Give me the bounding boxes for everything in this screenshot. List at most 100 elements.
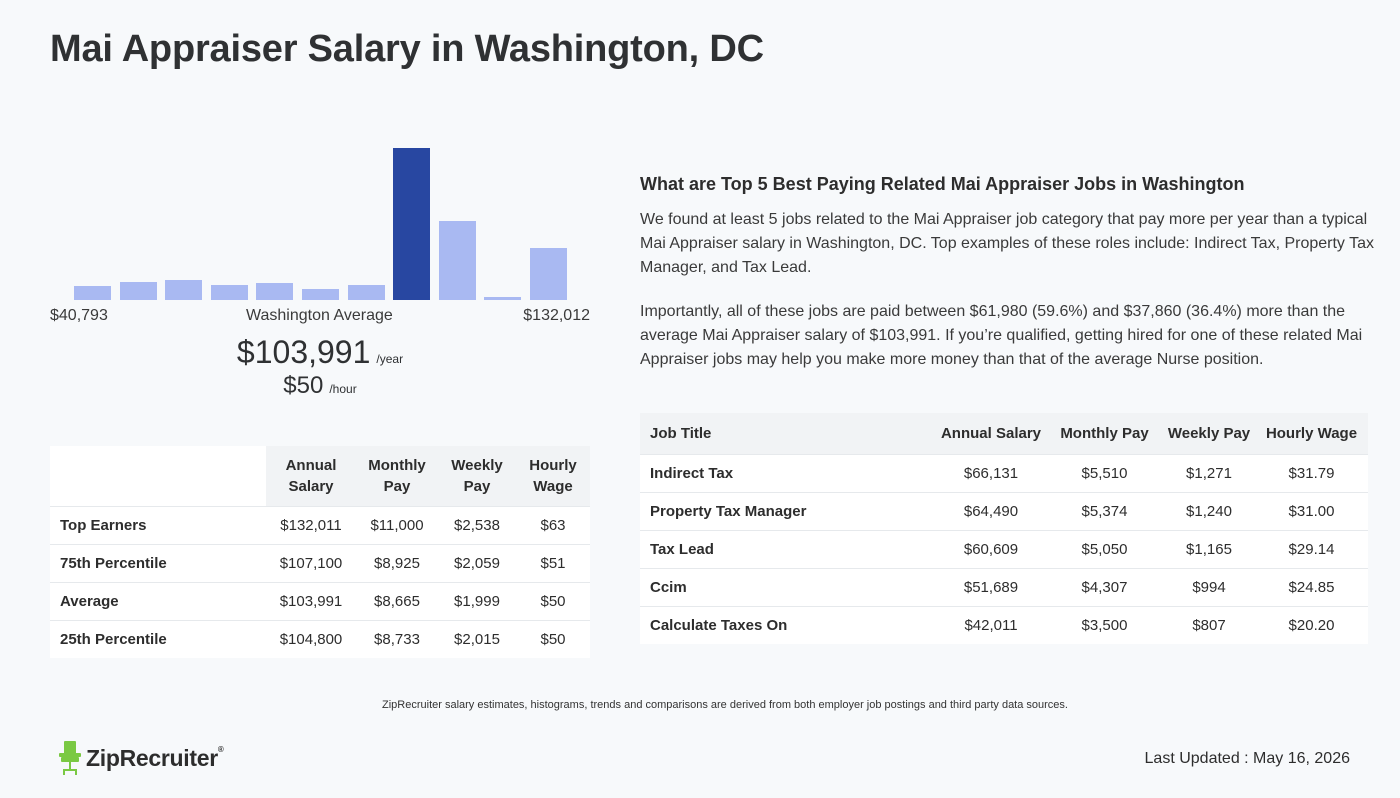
table-cell: $3,500 [1046,606,1163,644]
histogram-bar [165,280,203,300]
average-yearly-value: $103,991 [236,334,371,370]
row-label: 25th Percentile [50,620,266,658]
table-row: 25th Percentile $104,800 $8,733 $2,015 $… [50,620,590,658]
histogram-max-label: $132,012 [523,307,590,324]
table-row: Tax Lead $60,609 $5,050 $1,165 $29.14 [640,530,1368,569]
histogram-bar [74,286,111,300]
table-cell: $5,050 [1046,530,1163,569]
table-cell: $31.00 [1255,492,1368,531]
table-cell: $31.79 [1255,454,1368,493]
chair-logo-icon [59,741,81,775]
last-updated: Last Updated : May 16, 2026 [1144,750,1350,767]
related-jobs-heading: What are Top 5 Best Paying Related Mai A… [640,174,1245,194]
table-header: Annual Salary [266,446,356,507]
table-cell: $50 [516,582,590,621]
table-cell: $42,011 [936,606,1046,644]
table-cell: $1,271 [1163,454,1255,493]
average-hourly: $50/hour [50,372,590,400]
job-title: Property Tax Manager [640,492,936,531]
table-cell: $8,665 [356,582,438,621]
table-cell: $1,240 [1163,492,1255,531]
table-cell: $807 [1163,606,1255,644]
table-cell: $24.85 [1255,568,1368,607]
histogram-labels: $40,793 Washington Average $132,012 [50,307,590,329]
page-title: Mai Appraiser Salary in Washington, DC [50,28,764,70]
table-cell: $64,490 [936,492,1046,531]
logo-registered-mark: ® [217,744,224,754]
table-cell: $5,374 [1046,492,1163,531]
table-row: Indirect Tax $66,131 $5,510 $1,271 $31.7… [640,454,1368,493]
table-cell: $103,991 [266,582,356,621]
related-jobs-table: Job Title Annual Salary Monthly Pay Week… [640,413,1368,644]
table-cell: $994 [1163,568,1255,607]
histogram-bar [347,284,385,300]
table-cell: $2,059 [438,544,516,583]
table-header-row: Job Title Annual Salary Monthly Pay Week… [640,413,1368,455]
histogram-bar [210,284,248,300]
data-disclaimer: ZipRecruiter salary estimates, histogram… [382,699,1068,711]
histogram-bar [530,248,567,300]
row-label: Top Earners [50,506,266,545]
histogram-bar [256,283,294,300]
table-cell: $104,800 [266,620,356,658]
job-title: Calculate Taxes On [640,606,936,644]
table-header: Annual Salary [936,413,1046,455]
table-row: 75th Percentile $107,100 $8,925 $2,059 $… [50,544,590,583]
average-yearly-unit: /year [376,352,404,366]
table-header-blank [50,446,266,507]
histogram-bar [302,289,339,300]
percentile-table: Annual Salary Monthly Pay Weekly Pay Hou… [50,446,590,658]
related-jobs-paragraph-1: We found at least 5 jobs related to the … [640,211,1374,276]
job-title: Ccim [640,568,936,607]
table-cell: $8,925 [356,544,438,583]
table-header: Monthly Pay [1046,413,1163,455]
table-cell: $66,131 [936,454,1046,493]
table-row: Average $103,991 $8,665 $1,999 $50 [50,582,590,621]
table-header: Monthly Pay [356,446,438,507]
table-header: Weekly Pay [1163,413,1255,455]
table-cell: $51,689 [936,568,1046,607]
table-cell: $5,510 [1046,454,1163,493]
table-row: Ccim $51,689 $4,307 $994 $24.85 [640,568,1368,607]
average-hourly-value: $50 [283,372,324,399]
job-title: Tax Lead [640,530,936,569]
histogram-average-label: Washington Average [246,307,393,324]
table-cell: $11,000 [356,506,438,545]
table-cell: $60,609 [936,530,1046,569]
histogram-bar [393,148,431,300]
table-row: Calculate Taxes On $42,011 $3,500 $807 $… [640,606,1368,644]
logo-brand-text: ZipRecruiter [86,744,218,771]
average-hourly-unit: /hour [329,382,357,396]
table-header-row: Annual Salary Monthly Pay Weekly Pay Hou… [50,446,590,507]
histogram-min-label: $40,793 [50,307,108,324]
job-title: Indirect Tax [640,454,936,493]
table-cell: $2,015 [438,620,516,658]
table-cell: $63 [516,506,590,545]
table-cell: $8,733 [356,620,438,658]
table-cell: $1,165 [1163,530,1255,569]
table-header: Hourly Wage [516,446,590,507]
related-jobs-paragraph-2: Importantly, all of these jobs are paid … [640,303,1363,368]
table-header: Weekly Pay [438,446,516,507]
histogram-bar [484,296,522,300]
table-cell: $20.20 [1255,606,1368,644]
table-cell: $29.14 [1255,530,1368,569]
table-cell: $51 [516,544,590,583]
row-label: 75th Percentile [50,544,266,583]
table-row: Property Tax Manager $64,490 $5,374 $1,2… [640,492,1368,531]
average-yearly: $103,991/year [50,334,590,371]
table-header: Job Title [640,413,936,455]
table-cell: $132,011 [266,506,356,545]
table-header: Hourly Wage [1255,413,1368,455]
table-cell: $107,100 [266,544,356,583]
row-label: Average [50,582,266,621]
ziprecruiter-logo[interactable]: ZipRecruiter® [58,740,224,776]
table-cell: $4,307 [1046,568,1163,607]
logo-wordmark: ZipRecruiter® [86,744,224,772]
table-cell: $2,538 [438,506,516,545]
table-cell: $50 [516,620,590,658]
table-row: Top Earners $132,011 $11,000 $2,538 $63 [50,506,590,545]
salary-histogram [50,140,590,300]
histogram-bar [119,281,157,300]
histogram-bar [438,220,476,300]
